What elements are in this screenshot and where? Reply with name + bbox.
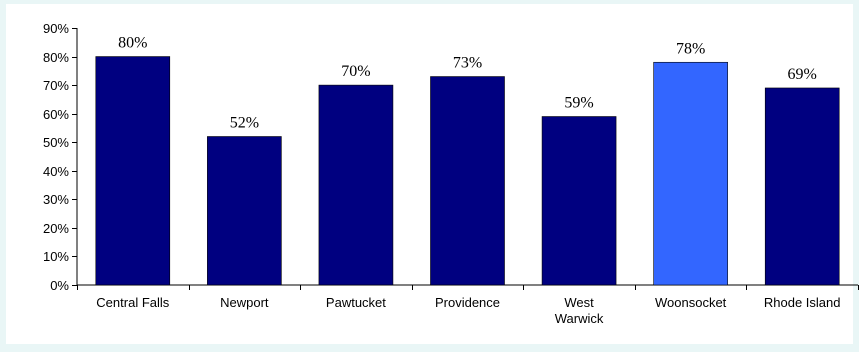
category-label: West Warwick <box>555 295 604 326</box>
category-label: Rhode Island <box>764 295 841 310</box>
category-label-line: Providence <box>435 295 500 310</box>
category-label: Central Falls <box>96 295 169 310</box>
bar <box>95 56 171 286</box>
category-label-line: Rhode Island <box>764 295 841 310</box>
y-tick-label: 90% <box>43 21 69 36</box>
category-label-line: Newport <box>220 295 269 310</box>
y-tick-label: 80% <box>43 50 69 65</box>
y-tick-label: 70% <box>43 78 69 93</box>
y-tick-label: 50% <box>43 135 69 150</box>
category-label-line: Woonsocket <box>655 295 727 310</box>
y-tick-label: 40% <box>43 164 69 179</box>
data-label: 78% <box>676 40 705 57</box>
bar <box>430 76 505 286</box>
bar <box>541 116 617 286</box>
data-label: 52% <box>230 115 259 132</box>
category-label: Providence <box>435 295 500 310</box>
y-tick-label: 20% <box>43 221 69 236</box>
category-label: Woonsocket <box>655 295 727 310</box>
data-label: 59% <box>564 95 593 112</box>
y-tick-label: 10% <box>43 249 69 264</box>
category-label-line: West <box>564 295 594 310</box>
data-label: 80% <box>118 35 147 52</box>
category-label: Newport <box>220 295 269 310</box>
bar <box>318 84 394 286</box>
bar <box>653 61 728 286</box>
bar <box>764 87 840 286</box>
y-tick-label: 0% <box>50 278 69 293</box>
data-label: 69% <box>788 66 817 83</box>
y-tick-label: 30% <box>43 192 69 207</box>
data-label: 70% <box>341 63 370 80</box>
category-label-line: Pawtucket <box>326 295 386 310</box>
category-label-line: Warwick <box>555 311 604 326</box>
category-label-line: Central Falls <box>96 295 169 310</box>
data-label: 73% <box>453 55 482 72</box>
bar-chart: 0% 10% 20% 30% 40% 50% 60% 70% 80% 90% 80% Central … <box>43 21 859 326</box>
y-tick-label: 60% <box>43 107 69 122</box>
bar <box>207 136 282 286</box>
category-label: Pawtucket <box>326 295 386 310</box>
